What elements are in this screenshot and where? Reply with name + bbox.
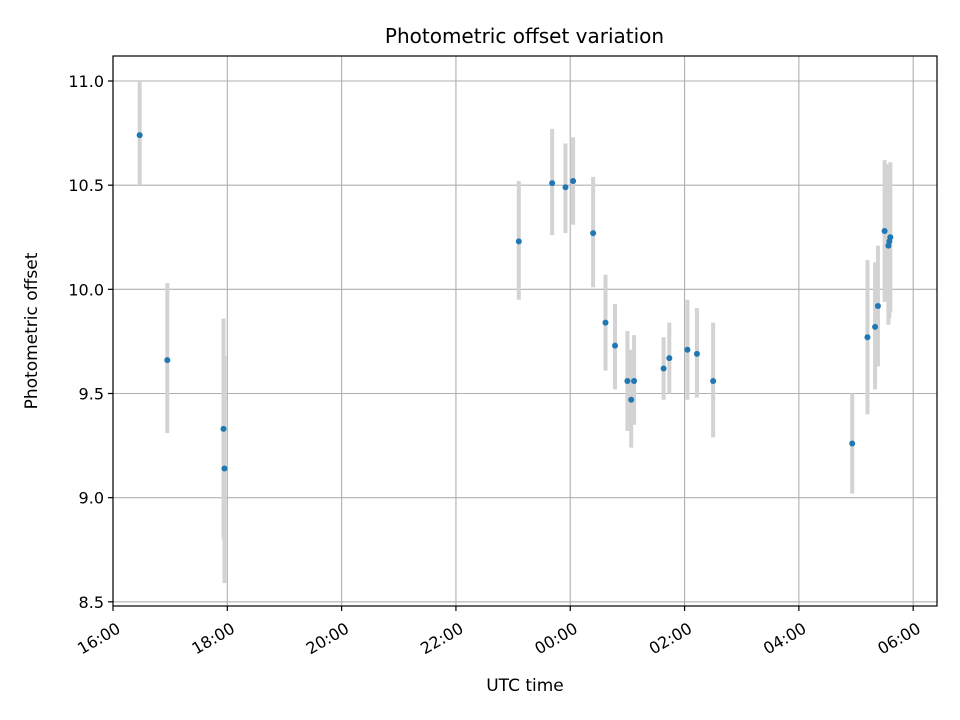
y-axis-ticks: 8.5 9.0 9.5 10.0 10.5 11.0 [68, 72, 113, 612]
data-point [570, 178, 577, 184]
data-point [612, 342, 619, 349]
y-tick-label: 10.5 [68, 176, 104, 195]
data-point [590, 230, 597, 237]
data-points [136, 132, 894, 472]
data-point [549, 180, 556, 187]
data-point [874, 303, 881, 309]
data-point [624, 378, 631, 384]
data-point [887, 234, 894, 241]
y-tick-label: 9.0 [79, 489, 104, 508]
data-point [872, 323, 879, 330]
data-point [631, 378, 638, 384]
data-point [220, 425, 227, 432]
grid [112, 56, 937, 606]
data-point [164, 357, 171, 364]
data-point [628, 396, 635, 403]
data-point [515, 238, 522, 245]
data-point [666, 355, 673, 362]
plot-frame [112, 55, 938, 607]
x-axis-label: UTC time [486, 676, 564, 696]
data-point [660, 365, 667, 372]
y-tick-label: 10.0 [68, 280, 104, 299]
data-point [849, 440, 856, 447]
y-tick-label: 11.0 [68, 72, 104, 91]
data-point [881, 228, 888, 234]
y-tick-label: 9.5 [79, 385, 104, 404]
data-point [602, 319, 609, 326]
y-tick-label: 8.5 [79, 593, 104, 612]
data-point [693, 350, 700, 357]
data-point [562, 184, 569, 191]
data-point [710, 378, 717, 384]
data-point [864, 334, 871, 341]
chart-title: Photometric offset variation [385, 24, 664, 48]
data-point [684, 346, 691, 353]
data-point [221, 465, 228, 472]
y-axis-label: Photometric offset [22, 252, 42, 409]
data-point [136, 132, 143, 139]
